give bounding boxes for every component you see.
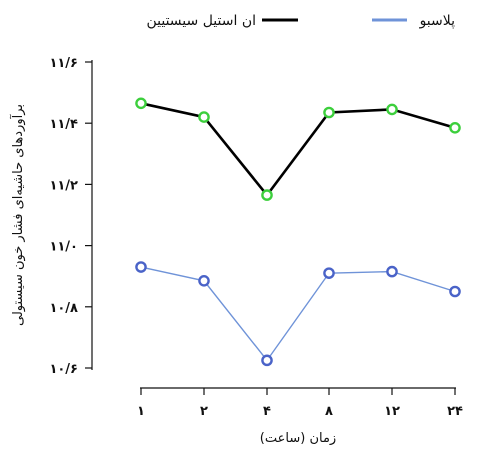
series-0 bbox=[135, 97, 461, 201]
x-tick-label: ۱۲ bbox=[384, 404, 400, 419]
legend-label-series-1: پلاسبو bbox=[419, 13, 456, 29]
y-tick-label: ۱۱/۰ bbox=[49, 240, 78, 255]
x-tick-label: ۴ bbox=[263, 404, 271, 419]
y-tick-label: ۱۰/۸ bbox=[49, 301, 78, 316]
series-0-point bbox=[261, 189, 273, 201]
x-tick-label: ۸ bbox=[325, 404, 333, 419]
y-tick-label: ۱۱/۴ bbox=[49, 117, 78, 132]
y-tick-label: ۱۱/۲ bbox=[49, 178, 78, 193]
legend-label-series-0: ان استیل سیستیین bbox=[146, 13, 256, 29]
series-0-point bbox=[198, 111, 210, 123]
x-tick-label: ۲ bbox=[200, 404, 208, 419]
series-1-point bbox=[261, 354, 273, 367]
y-ticks: ۱۰/۶ ۱۰/۸ ۱۱/۰ ۱۱/۲ ۱۱/۴ ۱۱/۶ bbox=[49, 56, 92, 377]
series-0-point bbox=[323, 106, 335, 119]
y-axis-title: برآوردهای حاشیه‌ای فشار خون سیستولی bbox=[9, 104, 26, 326]
series-line-1 bbox=[140, 266, 456, 362]
series-1-point bbox=[323, 267, 335, 279]
series-layer bbox=[135, 97, 461, 367]
series-line-0 bbox=[140, 102, 456, 198]
axes: ۱۰/۶۱۰/۸۱۱/۰۱۱/۲۱۱/۴۱۱/۶ ۱ ۲ ۴ ۸ ۱۲ ۲۴ برآورد… bbox=[9, 56, 463, 446]
x-tick-label: ۲۴ bbox=[447, 404, 463, 419]
series-1 bbox=[135, 261, 461, 367]
x-tick-label: ۱ bbox=[137, 404, 145, 419]
series-0-point bbox=[386, 103, 398, 116]
series-0-point bbox=[135, 97, 147, 110]
legend: ان استیل سیستیین پلاسبو bbox=[146, 13, 455, 29]
x-axis-title: زمان (ساعت) bbox=[260, 431, 336, 446]
x-ticks: ۱ ۲ ۴ ۸ ۱۲ ۲۴ bbox=[137, 388, 463, 419]
series-1-point bbox=[386, 265, 398, 278]
series-1-point bbox=[449, 285, 461, 298]
y-tick-label: ۱۱/۶ bbox=[49, 56, 78, 71]
series-1-point bbox=[198, 274, 210, 287]
y-tick-label: ۱۰/۶ bbox=[49, 362, 78, 377]
series-1-point bbox=[135, 261, 147, 273]
series-0-point bbox=[449, 121, 461, 134]
